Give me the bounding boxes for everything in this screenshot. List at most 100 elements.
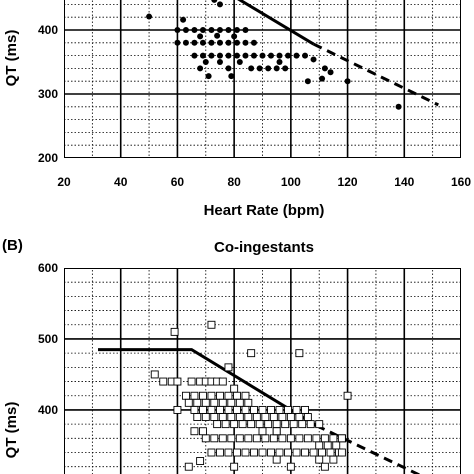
data-point: [293, 52, 300, 59]
data-point: [218, 377, 227, 386]
data-point: [292, 448, 301, 457]
data-point: [210, 413, 219, 421]
data-point: [227, 398, 236, 407]
data-point: [235, 398, 244, 407]
data-point: [264, 420, 273, 429]
data-point: [320, 462, 329, 471]
data-point: [191, 52, 198, 59]
data-point: [196, 457, 205, 465]
data-point: [174, 39, 181, 46]
data-point: [250, 405, 258, 414]
panel-a-grid: [64, 0, 461, 158]
data-point: [216, 27, 223, 33]
data-point: [344, 78, 351, 85]
data-point: [235, 434, 244, 443]
data-point: [281, 420, 290, 429]
data-point: [252, 413, 261, 421]
data-point: [170, 327, 179, 336]
data-point: [180, 16, 187, 23]
data-point: [252, 434, 261, 443]
data-point: [233, 39, 240, 46]
panel-b-fit-line: [98, 348, 421, 474]
data-point: [201, 413, 210, 421]
data-point: [190, 391, 199, 400]
data-point: [190, 405, 199, 414]
panel-a-points: [146, 0, 402, 110]
panel-a-chart: 200 300 400 20 40 60 80 100 120 140 160 Heart Rate…: [3, 0, 471, 219]
fit-line-solid: [98, 348, 318, 427]
data-point: [225, 52, 232, 59]
data-point: [269, 413, 278, 421]
data-point: [321, 65, 328, 72]
data-point: [159, 377, 168, 386]
data-point: [184, 462, 193, 471]
data-point: [295, 434, 304, 443]
data-point: [323, 441, 332, 450]
data-point: [233, 448, 241, 457]
data-point: [268, 52, 275, 59]
data-point: [231, 33, 238, 40]
data-point: [315, 441, 324, 450]
x-tick-label: 160: [451, 175, 471, 189]
data-point: [286, 434, 295, 443]
data-point: [242, 27, 249, 33]
panel-a-fit-line: [237, 0, 439, 107]
data-point: [241, 391, 250, 400]
data-point: [216, 391, 224, 400]
data-point: [276, 52, 283, 59]
x-tick-label: 100: [281, 175, 301, 189]
data-point: [242, 52, 249, 59]
data-point: [259, 52, 266, 59]
data-point: [230, 384, 239, 393]
data-point: [269, 434, 278, 443]
data-point: [276, 59, 283, 65]
data-point: [329, 455, 338, 464]
data-point: [238, 420, 247, 429]
data-point: [224, 363, 233, 372]
y-tick-label: 400: [38, 403, 58, 417]
data-point: [319, 75, 326, 82]
data-point: [301, 405, 309, 414]
data-point: [150, 370, 159, 379]
data-point: [190, 427, 199, 436]
data-point: [187, 377, 196, 386]
panel-b-tag: (B): [2, 237, 23, 254]
data-point: [233, 27, 240, 33]
data-point: [272, 455, 281, 464]
data-point: [337, 434, 346, 443]
data-point: [233, 405, 241, 414]
data-point: [301, 448, 309, 457]
x-tick-label: 40: [114, 175, 128, 189]
data-point: [233, 391, 241, 400]
data-point: [250, 52, 257, 59]
data-point: [197, 65, 204, 72]
data-point: [197, 33, 204, 40]
data-point: [202, 59, 209, 65]
panel-b-title: Co-ingestants: [214, 239, 314, 256]
data-point: [225, 39, 232, 46]
data-point: [210, 398, 219, 407]
data-point: [216, 448, 224, 457]
data-point: [199, 52, 206, 59]
data-point: [326, 448, 335, 457]
data-point: [315, 420, 324, 429]
data-point: [295, 413, 304, 421]
data-point: [395, 103, 402, 110]
data-point: [218, 398, 227, 407]
data-point: [244, 434, 253, 443]
data-point: [318, 448, 326, 457]
x-tick-label: 140: [394, 175, 414, 189]
data-point: [201, 434, 210, 443]
y-tick-label: 300: [38, 87, 58, 101]
data-point: [278, 434, 287, 443]
data-point: [199, 27, 206, 33]
data-point: [224, 448, 233, 457]
data-point: [173, 377, 182, 386]
data-point: [199, 39, 206, 46]
data-point: [181, 391, 190, 400]
panel-b-chart: (B) Co-ingestants 300400500600 QT (ms): [2, 237, 461, 474]
fit-line-solid: [237, 0, 315, 46]
data-point: [244, 413, 253, 421]
data-point: [244, 398, 253, 407]
